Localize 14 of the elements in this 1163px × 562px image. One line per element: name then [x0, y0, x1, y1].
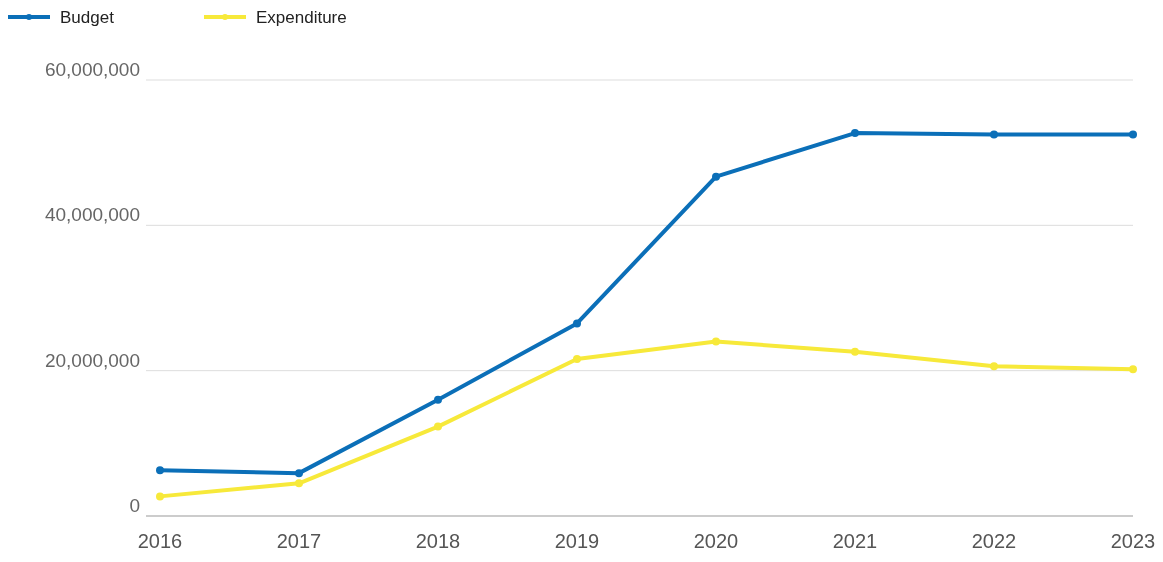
x-tick-label: 2016 [137, 530, 183, 552]
x-tick-label: 2021 [832, 530, 878, 552]
legend-label: Budget [60, 8, 115, 27]
y-tick-label: 60,000,000 [44, 59, 140, 80]
x-tick-label: 2023 [1110, 530, 1156, 552]
legend-label: Expenditure [256, 8, 347, 27]
y-tick-label: 20,000,000 [44, 349, 140, 371]
x-tick-label: 2019 [554, 530, 600, 552]
y-tick-label: 40,000,000 [44, 204, 140, 226]
x-tick-label: 2017 [276, 530, 322, 552]
x-tick-label: 2022 [971, 530, 1017, 552]
x-tick-label: 2020 [693, 530, 739, 552]
y-tick-label: 0 [129, 495, 140, 516]
x-tick-label: 2018 [415, 530, 461, 552]
